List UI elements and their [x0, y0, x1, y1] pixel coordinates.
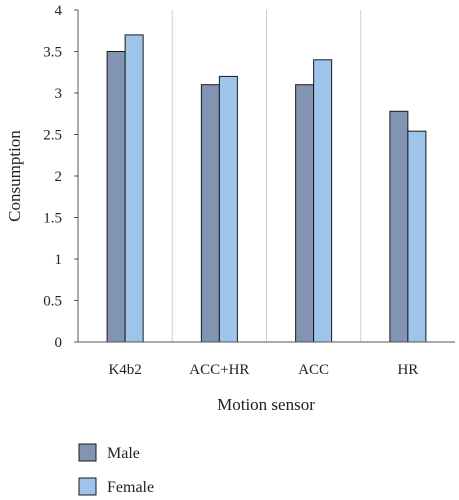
- bar-male-hr: [389, 110, 409, 343]
- bar-female-acc-hr: [218, 75, 238, 343]
- y-tick-label: 2.5: [43, 128, 62, 144]
- y-axis-title: Consumption: [5, 130, 24, 222]
- y-tick-label: 2: [55, 169, 63, 185]
- y-tick-label: 3: [55, 86, 63, 102]
- bar-female-acc: [313, 59, 333, 343]
- grid-lines: [171, 10, 362, 342]
- bar-female-hr: [407, 130, 427, 343]
- y-tick-label: 1: [55, 252, 63, 268]
- y-tick-label: 4: [55, 3, 63, 19]
- x-tick-label: K4b2: [108, 362, 141, 378]
- bar-male-acc-hr: [200, 84, 220, 343]
- x-tick-label: ACC+HR: [189, 362, 249, 378]
- legend: Male Female: [78, 443, 154, 496]
- bar-male-acc: [295, 84, 315, 343]
- y-tick-label: 0.5: [43, 294, 62, 310]
- legend-label-male: Male: [107, 445, 140, 462]
- x-axis-title: Motion sensor: [217, 395, 315, 414]
- y-tick-label: 0: [55, 335, 63, 351]
- legend-swatch-female: [78, 477, 97, 496]
- x-tick-labels: K4b2 ACC+HR ACC HR: [108, 362, 418, 378]
- bar-female-k4b2: [124, 34, 144, 343]
- x-tick-label: HR: [397, 362, 418, 378]
- legend-label-female: Female: [107, 479, 154, 496]
- y-tick-labels: 0 0.5 1 1.5 2 2.5 3 3.5 4: [43, 3, 78, 351]
- bar-male-k4b2: [106, 51, 126, 343]
- y-tick-label: 3.5: [43, 45, 62, 61]
- x-tick-label: ACC: [298, 362, 329, 378]
- legend-swatch-male: [78, 443, 97, 462]
- y-tick-label: 1.5: [43, 211, 62, 227]
- bars: [106, 34, 427, 343]
